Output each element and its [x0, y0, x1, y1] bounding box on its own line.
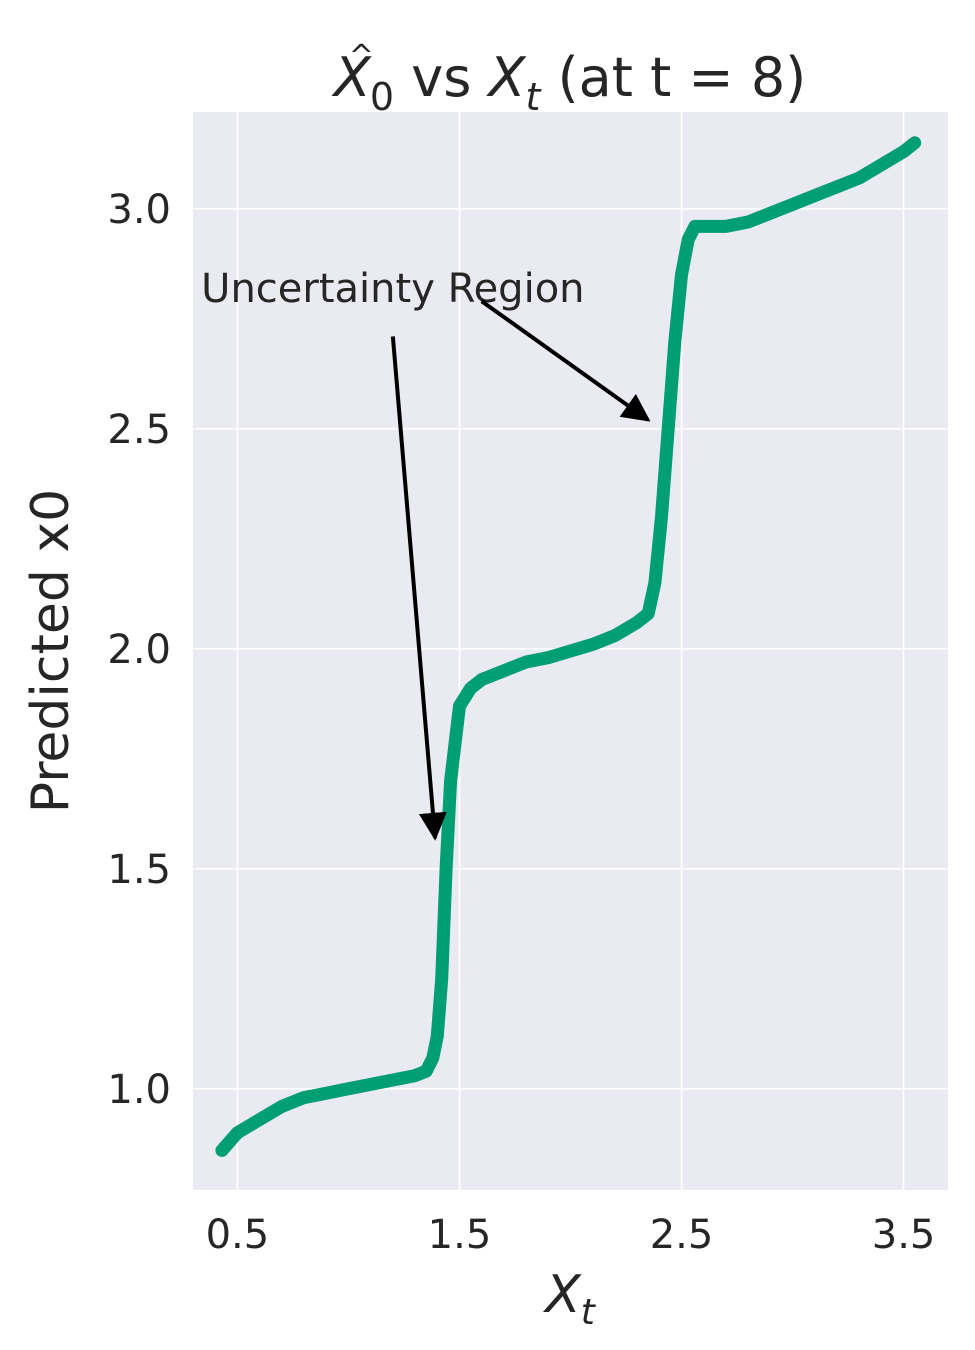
y-tick-label: 2.5	[107, 407, 171, 453]
tick-labels: 0.5 1.5 2.5 3.5 1.0 1.5 2.0 2.5 3.0	[107, 187, 935, 1258]
y-tick-label: 1.0	[107, 1067, 171, 1113]
y-tick-label: 2.0	[107, 627, 171, 673]
series-layer	[215, 136, 922, 1157]
x-tick-label: 1.5	[428, 1212, 492, 1258]
annotation-arrow	[480, 299, 651, 422]
data-series-line	[215, 136, 922, 1157]
y-tick-label: 1.5	[107, 847, 171, 893]
x-axis-label: Xt	[542, 1265, 597, 1333]
annotation-label: Uncertainty Region	[201, 266, 584, 312]
x-tick-label: 2.5	[650, 1212, 714, 1258]
chart-title: X^ 0 vs Xt (at t = 8)	[331, 39, 807, 119]
annotation-layer: Uncertainty Region	[201, 266, 651, 841]
y-axis-label: Predicted x0	[21, 489, 81, 814]
annotation-arrow	[390, 336, 447, 841]
y-tick-label: 3.0	[107, 187, 171, 233]
x-tick-label: 3.5	[872, 1212, 936, 1258]
x-tick-label: 0.5	[206, 1212, 270, 1258]
